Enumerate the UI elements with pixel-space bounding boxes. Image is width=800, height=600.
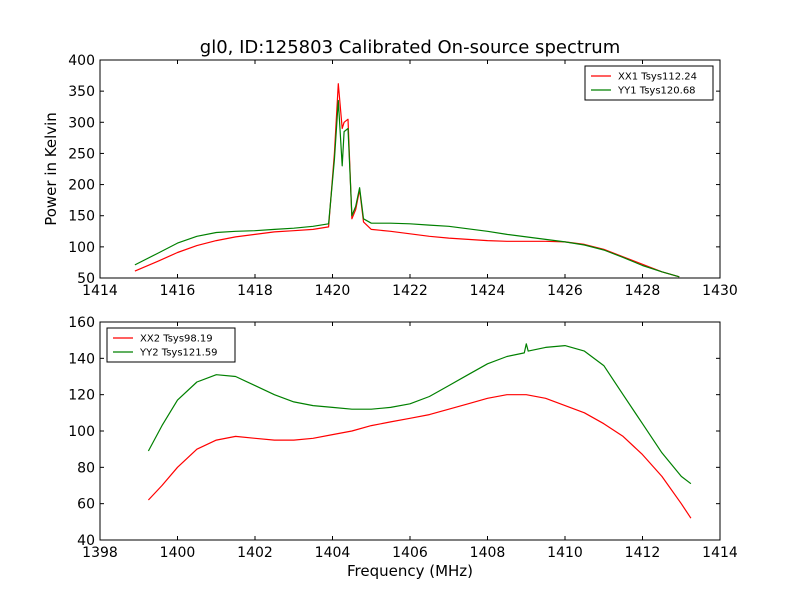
top-y-tick-label: 350 [68,84,95,100]
bottom-series-line-1 [147,394,692,519]
bottom-y-tick-label: 80 [77,460,95,476]
bottom-x-tick-label: 1410 [547,545,583,561]
top-x-tick-label: 1414 [82,283,118,299]
top-x-tick-label: 1424 [470,283,506,299]
bottom-y-tick-label: 120 [68,388,95,404]
bottom-x-tick-label: 1398 [82,545,118,561]
top-y-tick-label: 100 [68,240,95,256]
top-legend-box [584,65,714,101]
y-axis-label-top: Power in Kelvin [42,112,60,226]
bottom-series-line-2 [147,343,692,485]
top-legend-label-1: XX1 Tsys112.24 [618,72,697,83]
top-legend-label-2: YY1 Tsys120.68 [617,86,696,97]
top-series-line-2 [134,99,680,278]
top-y-tick-label: 250 [68,146,95,162]
top-x-tick-label: 1428 [625,283,661,299]
bottom-x-tick-label: 1402 [237,545,273,561]
bottom-y-tick-label: 100 [68,424,95,440]
x-axis-label-bottom: Frequency (MHz) [347,562,473,580]
bottom-x-tick-label: 1406 [392,545,428,561]
bottom-x-tick-label: 1414 [702,545,738,561]
top-x-tick-label: 1426 [547,283,583,299]
top-x-tick-label: 1422 [392,283,428,299]
top-y-tick-label: 400 [68,53,95,69]
bottom-x-tick-label: 1400 [160,545,196,561]
bottom-legend-label-1: XX2 Tsys98.19 [140,334,213,345]
chart-title: gl0, ID:125803 Calibrated On-source spec… [200,37,620,58]
bottom-legend-box [106,327,236,363]
top-x-tick-label: 1420 [315,283,351,299]
top-y-tick-label: 150 [68,209,95,225]
bottom-y-tick-label: 60 [77,497,95,513]
top-x-tick-label: 1416 [160,283,196,299]
bottom-y-tick-label: 140 [68,351,95,367]
bottom-x-tick-label: 1404 [315,545,351,561]
plot-top: 1414 1416 1418 1420 1422 1424 1426 1428 1430 50 10… [68,53,738,299]
bottom-x-tick-label: 1408 [470,545,506,561]
top-y-tick-label: 300 [68,115,95,131]
bottom-legend-label-2: YY2 Tsys121.59 [139,348,218,359]
top-y-tick-label: 50 [77,271,95,287]
top-legend: XX1 Tsys112.24 YY1 Tsys120.68 [584,65,714,101]
bottom-y-tick-label: 40 [77,533,95,549]
top-y-tick-label: 200 [68,178,95,194]
bottom-x-tick-label: 1412 [625,545,661,561]
bottom-y-tick-label: 160 [68,315,95,331]
plot-bottom: 1398 1400 1402 1404 1406 1408 1410 1412 1414 40 60… [68,315,738,561]
bottom-legend: XX2 Tsys98.19 YY2 Tsys121.59 [106,327,236,363]
top-x-tick-label: 1418 [237,283,273,299]
top-x-tick-label: 1430 [702,283,738,299]
